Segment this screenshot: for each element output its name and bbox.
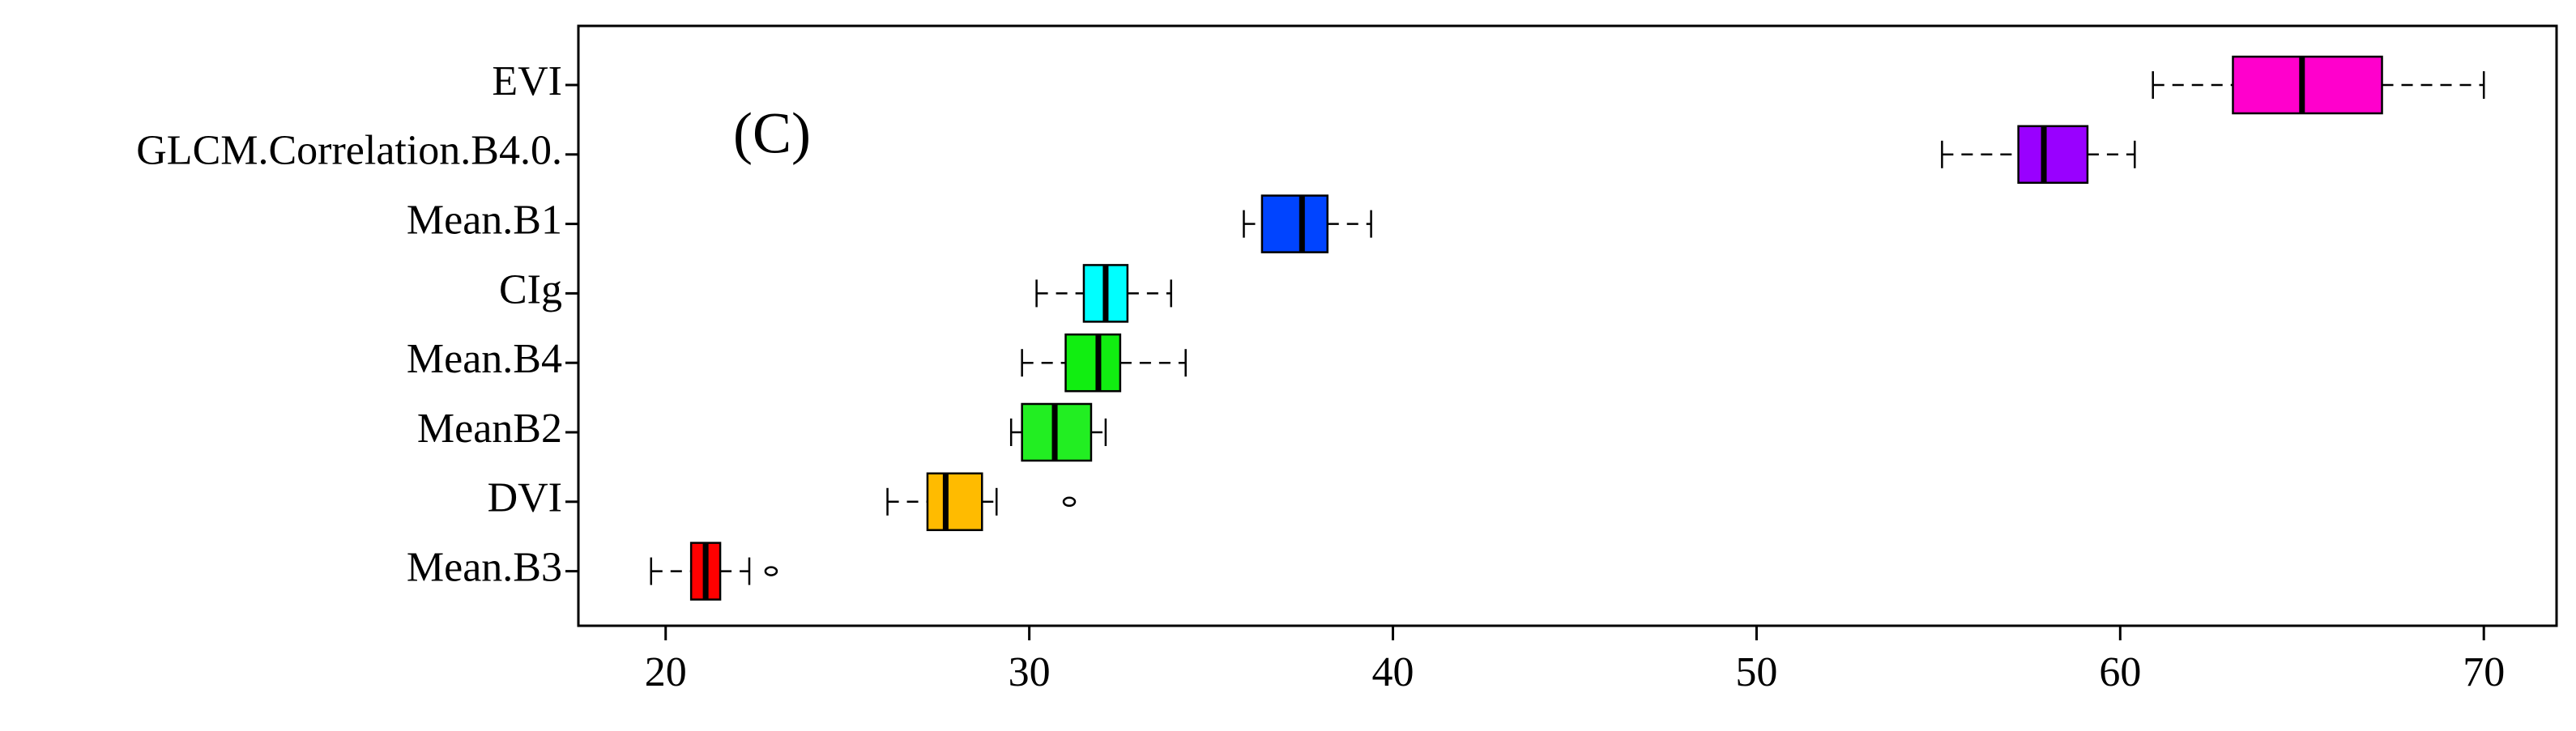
box — [1064, 333, 1122, 393]
y-tick-label: EVI — [492, 58, 562, 104]
y-tick-label: Mean.B1 — [407, 198, 562, 244]
y-tick-label: GLCM.Correlation.B4.0. — [136, 128, 562, 174]
y-tick-label: DVI — [488, 475, 562, 521]
box — [2017, 125, 2089, 185]
x-tick-label: 70 — [2463, 649, 2505, 695]
box — [1260, 194, 1329, 253]
outlier — [1062, 496, 1077, 508]
plot-frame — [577, 24, 2558, 627]
y-tick-label: MeanB2 — [417, 406, 562, 452]
outlier — [764, 566, 778, 576]
y-tick-label: Mean.B4 — [407, 336, 562, 382]
x-tick-label: 30 — [1009, 649, 1051, 695]
x-tick-label: 20 — [645, 649, 687, 695]
y-tick-label: Mean.B3 — [407, 545, 562, 591]
x-tick-label: 60 — [2099, 649, 2141, 695]
box — [926, 472, 983, 532]
annotation: (C) — [733, 101, 811, 166]
x-tick-label: 50 — [1735, 649, 1777, 695]
y-tick-label: CIg — [499, 266, 562, 312]
box — [2232, 55, 2383, 115]
x-tick-label: 40 — [1372, 649, 1414, 695]
